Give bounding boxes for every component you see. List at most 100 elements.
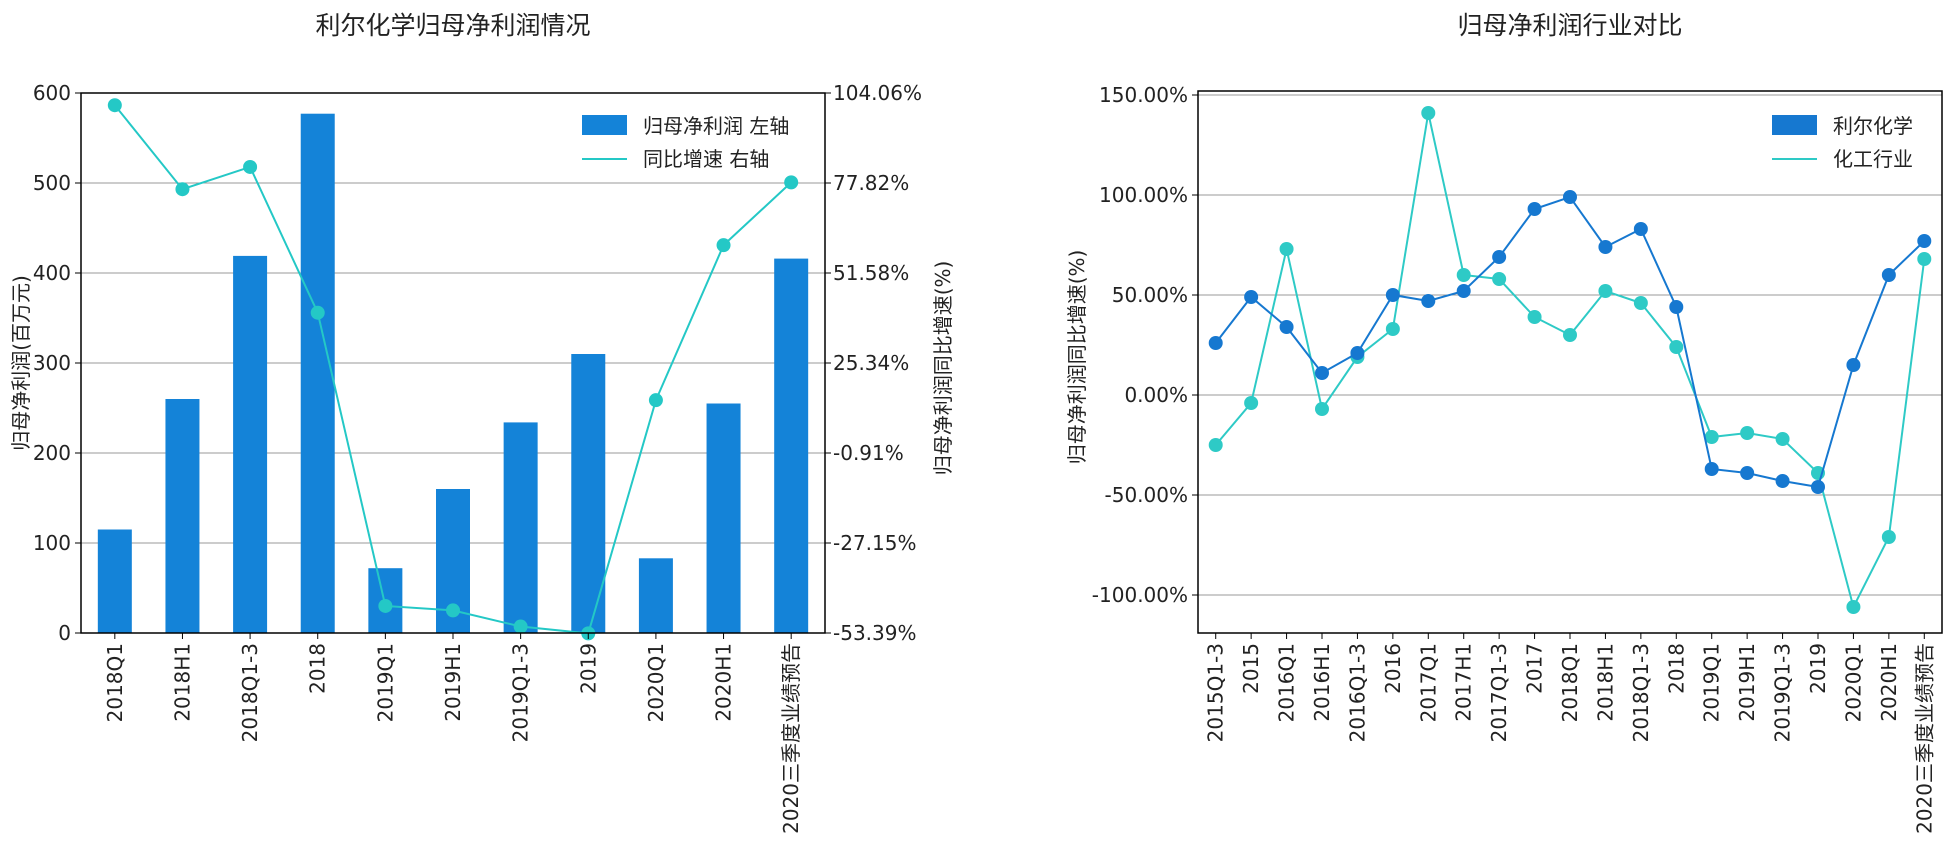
- x-tick-label: 2019Q1-3: [509, 643, 533, 742]
- y2-tick-label: 25.34%: [833, 351, 909, 375]
- y-tick-label: 300: [33, 351, 71, 375]
- company-point: [1881, 268, 1896, 282]
- bar: [638, 558, 673, 633]
- y-tick-label: 100.00%: [1099, 183, 1188, 207]
- x-tick-label: 2015Q1-3: [1204, 643, 1228, 742]
- x-tick-label: 2016Q1-3: [1345, 643, 1369, 742]
- y-axis-label: 归母净利润同比增速(%): [1065, 250, 1089, 465]
- chart-title: 归母净利润行业对比: [1457, 11, 1682, 40]
- x-tick-label: 2019Q1-3: [1771, 643, 1795, 742]
- y-tick-label: -50.00%: [1105, 483, 1188, 507]
- y-tick-label: 200: [33, 441, 71, 465]
- industry-point: [1421, 106, 1436, 120]
- x-tick-label: 2019H1: [441, 643, 465, 722]
- x-tick-label: 2019: [576, 643, 600, 694]
- legend-label-company: 利尔化学: [1833, 114, 1913, 138]
- x-tick-label: 2016H1: [1310, 643, 1334, 722]
- company-point: [1315, 366, 1329, 380]
- industry-point: [1881, 530, 1896, 544]
- industry-point: [1740, 426, 1755, 440]
- y2-axis-label: 归母净利润同比增速(%): [931, 261, 955, 476]
- plot-frame: [1197, 90, 1943, 634]
- industry-point: [1315, 402, 1329, 416]
- company-point: [1244, 290, 1259, 304]
- x-tick-label: 2019: [1806, 643, 1830, 694]
- x-tick-label: 2018Q1: [103, 643, 127, 722]
- series-line-industry: [1214, 112, 1926, 610]
- industry-point: [1775, 432, 1790, 446]
- x-tick-label: 2017Q1-3: [1487, 643, 1511, 742]
- y2-tick-label: 77.82%: [833, 171, 909, 195]
- x-tick-label: 2017: [1523, 643, 1547, 694]
- company-point: [1385, 288, 1400, 302]
- industry-point: [1633, 296, 1648, 310]
- growth-point: [513, 619, 528, 634]
- y2-tick-label: 51.58%: [833, 261, 909, 285]
- left-chart: 利尔化学归母净利润情况 0 100 200 300 400 500 600 -53.39% -27…: [9, 11, 955, 834]
- growth-point: [446, 603, 460, 618]
- x-tick-label: 2020H1: [1877, 643, 1901, 722]
- x-tick-label: 2015: [1239, 643, 1263, 694]
- y2-tick-label: -53.39%: [833, 621, 916, 645]
- x-tick-label: 2020Q1: [644, 643, 668, 722]
- industry-point: [1244, 396, 1259, 410]
- y-tick-label: 100: [33, 531, 71, 555]
- growth-point: [175, 182, 190, 197]
- bar: [300, 113, 335, 633]
- company-point: [1456, 284, 1471, 298]
- growth-point: [648, 393, 663, 408]
- bar: [571, 354, 606, 633]
- x-tick-label: 2019H1: [1735, 643, 1759, 722]
- company-point: [1563, 190, 1577, 204]
- company-point: [1492, 250, 1507, 264]
- company-point: [1846, 358, 1861, 372]
- x-tick-label: 2016: [1381, 643, 1405, 694]
- legend-label-line: 同比增速 右轴: [643, 147, 769, 171]
- company-point: [1279, 320, 1294, 334]
- x-tick-label: 2019Q1: [373, 643, 397, 722]
- growth-point: [243, 159, 258, 174]
- y-axis-label: 归母净利润(百万元): [9, 275, 33, 451]
- legend-label-bar: 归母净利润 左轴: [643, 114, 789, 138]
- industry-point: [1456, 268, 1471, 282]
- growth-point: [310, 305, 325, 320]
- industry-point: [1598, 284, 1613, 298]
- bar: [165, 399, 200, 633]
- company-point: [1669, 300, 1684, 314]
- x-tick-label: 2018Q1-3: [238, 643, 262, 742]
- x-tick-label: 2020H1: [712, 643, 736, 722]
- company-point: [1917, 234, 1932, 248]
- company-point: [1740, 466, 1755, 480]
- growth-point: [107, 98, 122, 113]
- growth-point: [716, 238, 731, 253]
- legend-swatch-company: [1772, 115, 1817, 135]
- x-tick-label: 2017H1: [1452, 643, 1476, 722]
- legend-label-industry: 化工行业: [1833, 147, 1913, 171]
- company-point: [1775, 474, 1790, 488]
- industry-point: [1704, 430, 1719, 444]
- y-tick-label: 600: [33, 81, 71, 105]
- y2-tick-label: -0.91%: [833, 441, 904, 465]
- x-tick-label: 2019Q1: [1700, 643, 1724, 722]
- x-tick-label: 2018: [306, 643, 330, 694]
- x-tick-label: 2020三季度业绩预告: [1912, 643, 1936, 834]
- company-point: [1598, 240, 1613, 254]
- y-tick-label: -100.00%: [1092, 583, 1188, 607]
- company-point: [1704, 462, 1719, 476]
- company-point: [1208, 336, 1223, 350]
- bar: [774, 258, 809, 633]
- bar: [706, 403, 741, 633]
- growth-point: [378, 598, 393, 613]
- bar: [97, 529, 132, 633]
- x-tick-label: 2018H1: [1593, 643, 1617, 722]
- x-tick-label: 2020Q1: [1841, 643, 1865, 722]
- industry-point: [1385, 322, 1400, 336]
- bar: [233, 255, 268, 633]
- industry-point: [1669, 340, 1684, 354]
- x-tick-label: 2017Q1: [1416, 643, 1440, 722]
- industry-point: [1917, 252, 1932, 266]
- company-point: [1350, 346, 1365, 360]
- industry-point: [1208, 438, 1223, 452]
- company-point: [1633, 222, 1648, 236]
